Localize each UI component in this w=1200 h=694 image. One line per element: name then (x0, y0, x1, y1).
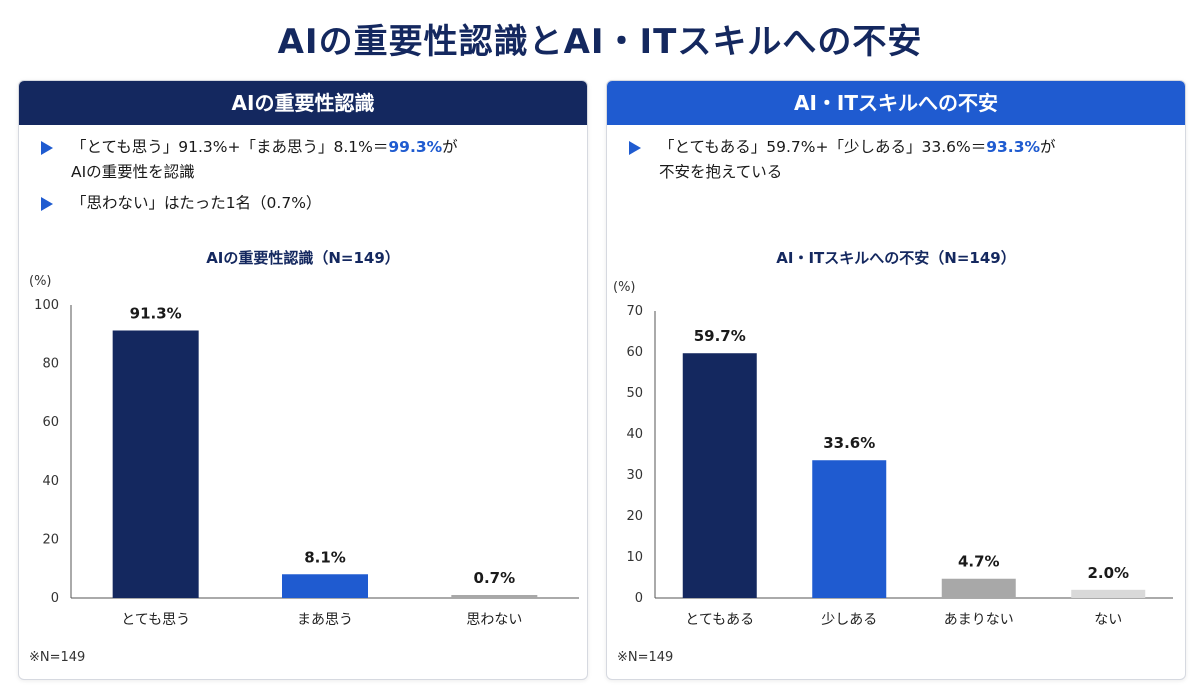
data-label: 4.7% (958, 553, 1000, 571)
data-label: 33.6% (823, 434, 875, 452)
bullet-highlight: 93.3% (986, 138, 1041, 156)
bullet-highlight: 99.3% (388, 138, 443, 156)
bullet-text: が (442, 138, 458, 156)
y-tick-label: 20 (42, 532, 59, 547)
importance-panel: AIの重要性認識 「とても思う」91.3%+「まあ思う」8.1%＝99.3%が … (18, 80, 588, 680)
bullet-text: 「思わない」はたった1名（0.7%） (71, 194, 322, 212)
sample-note: ※N=149 (617, 650, 674, 665)
bar (282, 574, 368, 598)
x-category-label: とても思う (121, 612, 190, 628)
y-tick-label: 50 (626, 386, 643, 401)
bullet-text: が (1040, 138, 1056, 156)
bar (112, 330, 199, 598)
bar (1071, 589, 1146, 598)
x-category-label: まあ思う (297, 612, 353, 628)
y-tick-label: 20 (626, 509, 643, 524)
y-tick-label: 60 (626, 345, 643, 360)
bullet-item: 「思わない」はたった1名（0.7%） (41, 191, 587, 216)
importance-panel-header: AIの重要性認識 (19, 81, 587, 125)
y-tick-label: 80 (42, 357, 59, 372)
data-label: 0.7% (474, 569, 516, 587)
anxiety-bar-chart: AI・ITスキルへの不安（N=149） (%) 0 10 20 30 40 50 60 70 59.… (613, 249, 1173, 628)
data-label: 59.7% (694, 327, 746, 345)
anxiety-panel: AI・ITスキルへの不安 「とてもある」59.7%+「少しある」33.6%＝93… (606, 80, 1186, 680)
y-tick-label: 0 (51, 591, 59, 606)
y-tick-label: 60 (42, 415, 59, 430)
chart-title: AIの重要性認識（N=149） (206, 249, 400, 267)
x-category-label: とてもある (685, 612, 754, 628)
bullet-text: 「とても思う」91.3%+「まあ思う」8.1%＝ (71, 138, 389, 156)
importance-bullets: 「とても思う」91.3%+「まあ思う」8.1%＝99.3%が AIの重要性を認識… (41, 135, 587, 216)
bullet-item: 「とても思う」91.3%+「まあ思う」8.1%＝99.3%が AIの重要性を認識 (41, 135, 587, 185)
triangle-bullet-icon (41, 197, 53, 211)
data-label: 8.1% (304, 548, 346, 566)
y-tick-label: 40 (42, 474, 59, 489)
bar (451, 595, 538, 598)
y-axis-unit: (%) (613, 280, 636, 295)
bullet-text: AIの重要性を認識 (71, 163, 195, 181)
page-title: AIの重要性認識とAI・ITスキルへの不安 (277, 22, 923, 62)
x-category-label: 思わない (466, 612, 522, 628)
y-tick-label: 40 (626, 427, 643, 442)
y-axis-unit: (%) (29, 274, 52, 289)
bullet-text: 「とてもある」59.7%+「少しある」33.6%＝ (659, 138, 987, 156)
bar (812, 460, 887, 598)
x-category-label: 少しある (821, 612, 877, 628)
x-category-label: ない (1094, 612, 1122, 628)
data-label: 2.0% (1087, 564, 1129, 582)
chart-title: AI・ITスキルへの不安（N=149） (776, 249, 1015, 267)
bullet-text: 不安を抱えている (659, 163, 783, 181)
anxiety-bullets: 「とてもある」59.7%+「少しある」33.6%＝93.3%が 不安を抱えている (629, 135, 1185, 185)
y-tick-label: 100 (34, 298, 59, 313)
x-category-label: あまりない (944, 612, 1014, 628)
bar (941, 578, 1016, 598)
data-label: 91.3% (130, 304, 182, 322)
y-tick-label: 70 (626, 304, 643, 319)
triangle-bullet-icon (629, 141, 641, 155)
y-tick-label: 0 (635, 591, 643, 606)
bullet-item: 「とてもある」59.7%+「少しある」33.6%＝93.3%が 不安を抱えている (629, 135, 1185, 185)
bar (682, 353, 757, 598)
anxiety-panel-header: AI・ITスキルへの不安 (607, 81, 1185, 125)
importance-bar-chart: AIの重要性認識（N=149） (%) 0 20 40 60 80 100 91.3% とても思う… (29, 249, 579, 628)
y-tick-label: 30 (626, 468, 643, 483)
sample-note: ※N=149 (29, 650, 86, 665)
triangle-bullet-icon (41, 141, 53, 155)
y-tick-label: 10 (626, 550, 643, 565)
